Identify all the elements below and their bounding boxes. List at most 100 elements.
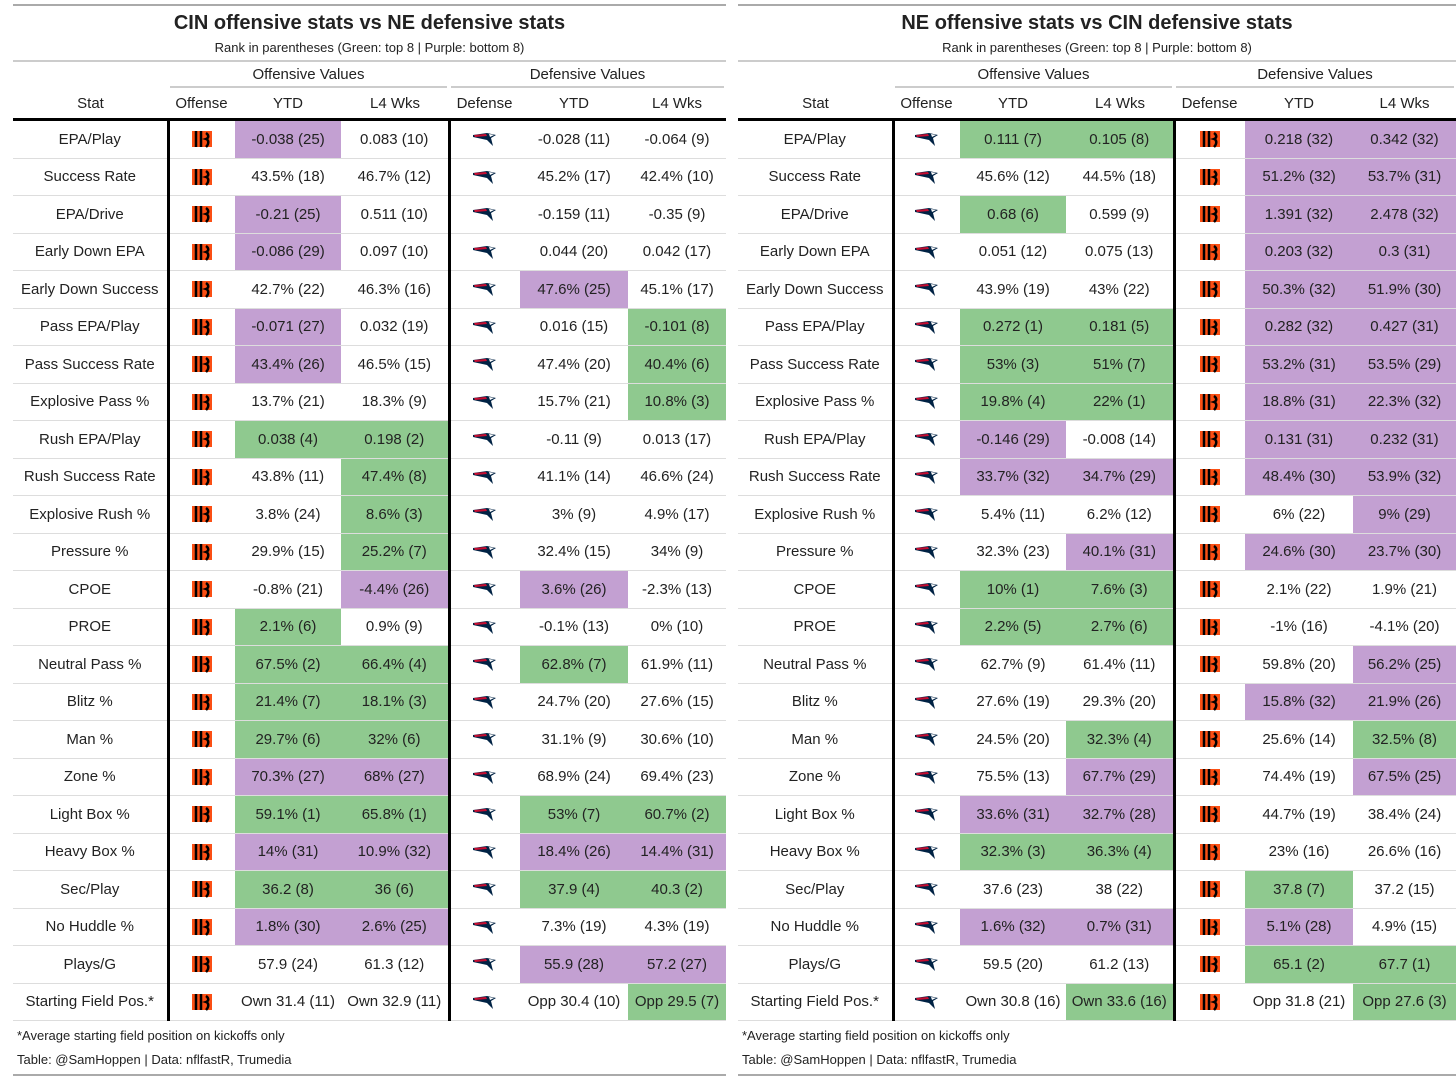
bengals-logo-icon (1172, 908, 1245, 946)
offense-l4-value: 68% (27) (341, 758, 449, 796)
table-row: Blitz % 21.4% (7) 18.1% (3) 24.7% (20) 2… (13, 683, 726, 721)
table-row: Rush Success Rate 43.8% (11) 47.4% (8) 4… (13, 458, 726, 496)
defense-ytd-value: 0.282 (32) (1245, 308, 1353, 346)
patriots-logo-icon (891, 758, 960, 796)
defense-l4-value: -0.101 (8) (628, 308, 726, 346)
defense-ytd-value: 0.016 (15) (520, 308, 628, 346)
bengals-logo-icon (1172, 195, 1245, 234)
stat-name: Explosive Rush % (738, 495, 893, 534)
bengals-logo-icon (166, 945, 235, 984)
source-credit: Table: @SamHoppen | Data: nflfastR, Trum… (742, 1052, 1017, 1067)
table-row: Starting Field Pos.* Own 31.4 (11) Own 3… (13, 983, 726, 1021)
stat-name: EPA/Play (13, 119, 168, 159)
source-credit: Table: @SamHoppen | Data: nflfastR, Trum… (17, 1052, 292, 1067)
patriots-logo-icon (447, 119, 520, 159)
defense-l4-value: 60.7% (2) (628, 795, 726, 834)
bengals-logo-icon (166, 645, 235, 684)
defense-ytd-value: 74.4% (19) (1245, 758, 1353, 796)
patriots-logo-icon (447, 870, 520, 909)
table-row: Early Down EPA 0.051 (12) 0.075 (13) 0.2… (738, 233, 1456, 271)
bengals-logo-icon (166, 683, 235, 721)
offense-ytd-value: -0.071 (27) (235, 308, 341, 346)
table-row: Heavy Box % 14% (31) 10.9% (32) 18.4% (2… (13, 833, 726, 871)
patriots-logo-icon (447, 908, 520, 946)
table-row: Heavy Box % 32.3% (3) 36.3% (4) 23% (16)… (738, 833, 1456, 871)
defense-l4-value: 53.9% (32) (1353, 458, 1456, 496)
offense-l4-value: 7.6% (3) (1066, 570, 1174, 609)
offense-ytd-value: 43.9% (19) (960, 270, 1066, 309)
offense-ytd-value: -0.21 (25) (235, 195, 341, 234)
stat-name: Blitz % (13, 683, 168, 721)
offense-l4-value: 0.075 (13) (1066, 233, 1174, 271)
patriots-logo-icon (891, 720, 960, 759)
stat-name: Rush EPA/Play (13, 420, 168, 459)
bengals-logo-icon (1172, 833, 1245, 871)
defense-l4-value: 56.2% (25) (1353, 645, 1456, 684)
defense-l4-value: 9% (29) (1353, 495, 1456, 534)
defense-ytd-value: 51.2% (32) (1245, 158, 1353, 196)
bengals-logo-icon (1172, 720, 1245, 759)
defense-ytd-value: 47.6% (25) (520, 270, 628, 309)
bengals-logo-icon (1172, 608, 1245, 646)
offense-l4-value: 65.8% (1) (341, 795, 449, 834)
defense-ytd-value: 25.6% (14) (1245, 720, 1353, 759)
offense-l4-value: 0.083 (10) (341, 119, 449, 159)
offense-ytd-value: 43.4% (26) (235, 345, 341, 384)
patriots-logo-icon (891, 420, 960, 459)
patriots-logo-icon (447, 645, 520, 684)
stat-name: Sec/Play (13, 870, 168, 909)
table-row: EPA/Drive 0.68 (6) 0.599 (9) 1.391 (32) … (738, 195, 1456, 234)
offense-l4-value: 32% (6) (341, 720, 449, 759)
bengals-logo-icon (1172, 270, 1245, 309)
defense-l4-value: 0.427 (31) (1353, 308, 1456, 346)
offense-l4-value: 61.2 (13) (1066, 945, 1174, 984)
offense-l4-value: 18.3% (9) (341, 383, 449, 421)
offense-ytd-value: 45.6% (12) (960, 158, 1066, 196)
bengals-logo-icon (1172, 308, 1245, 346)
col-stat: Stat (738, 88, 893, 121)
stat-name: Blitz % (738, 683, 893, 721)
ne-offense-table: NE offensive stats vs CIN defensive stat… (738, 4, 1456, 1076)
col-off-l4: L4 Wks (341, 88, 449, 121)
table-row: PROE 2.2% (5) 2.7% (6) -1% (16) -4.1% (2… (738, 608, 1456, 646)
offense-l4-value: 2.6% (25) (341, 908, 449, 946)
table-row: Neutral Pass % 67.5% (2) 66.4% (4) 62.8%… (13, 645, 726, 684)
stat-name: Man % (738, 720, 893, 759)
offense-ytd-value: 0.272 (1) (960, 308, 1066, 346)
patriots-logo-icon (447, 608, 520, 646)
defense-l4-value: -4.1% (20) (1353, 608, 1456, 646)
defense-ytd-value: 68.9% (24) (520, 758, 628, 796)
table-row: Zone % 70.3% (27) 68% (27) 68.9% (24) 69… (13, 758, 726, 796)
offense-ytd-value: 70.3% (27) (235, 758, 341, 796)
bengals-logo-icon (1172, 533, 1245, 571)
patriots-logo-icon (891, 233, 960, 271)
offense-l4-value: 36.3% (4) (1066, 833, 1174, 871)
defense-l4-value: 42.4% (10) (628, 158, 726, 196)
patriots-logo-icon (891, 608, 960, 646)
defense-l4-value: 4.3% (19) (628, 908, 726, 946)
defense-l4-value: 51.9% (30) (1353, 270, 1456, 309)
defense-l4-value: 53.5% (29) (1353, 345, 1456, 384)
defense-ytd-value: 24.6% (30) (1245, 533, 1353, 571)
patriots-logo-icon (447, 570, 520, 609)
offense-ytd-value: 36.2 (8) (235, 870, 341, 909)
defense-ytd-value: 53.2% (31) (1245, 345, 1353, 384)
defense-l4-value: 0.232 (31) (1353, 420, 1456, 459)
defense-l4-value: 40.4% (6) (628, 345, 726, 384)
bengals-logo-icon (166, 908, 235, 946)
offense-l4-value: 0.198 (2) (341, 420, 449, 459)
patriots-logo-icon (447, 833, 520, 871)
bengals-logo-icon (1172, 420, 1245, 459)
patriots-logo-icon (447, 945, 520, 984)
defense-l4-value: 46.6% (24) (628, 458, 726, 496)
bengals-logo-icon (166, 270, 235, 309)
patriots-logo-icon (891, 870, 960, 909)
defense-l4-value: 4.9% (17) (628, 495, 726, 534)
defense-ytd-value: 47.4% (20) (520, 345, 628, 384)
defense-ytd-value: 37.9 (4) (520, 870, 628, 909)
defense-ytd-value: 48.4% (30) (1245, 458, 1353, 496)
defense-ytd-value: 7.3% (19) (520, 908, 628, 946)
offense-l4-value: 18.1% (3) (341, 683, 449, 721)
offense-ytd-value: 62.7% (9) (960, 645, 1066, 684)
defense-ytd-value: 59.8% (20) (1245, 645, 1353, 684)
